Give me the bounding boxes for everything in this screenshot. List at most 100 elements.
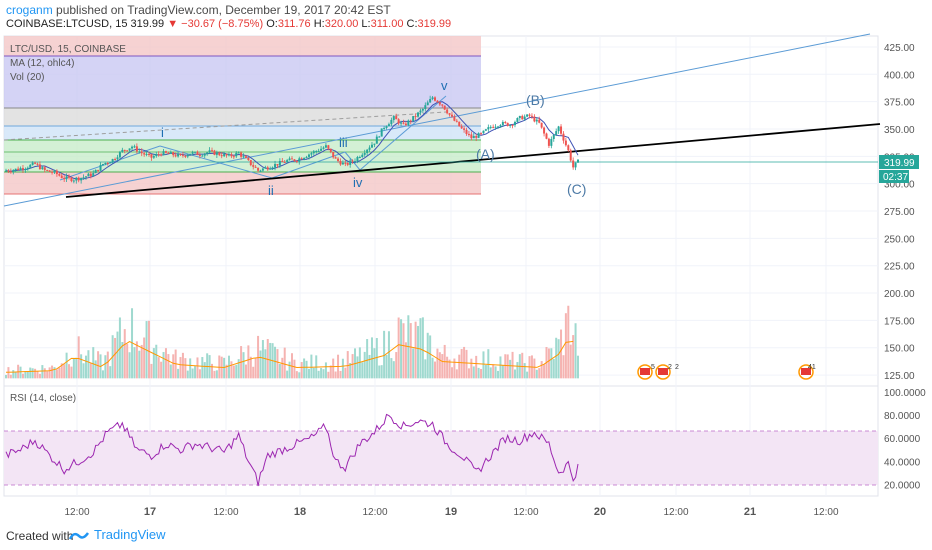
wave-label-b[interactable]: (B) [526,92,545,108]
volume-bar [523,363,526,379]
volume-bar [266,339,269,379]
candle-body [12,170,15,172]
event-icon-flag[interactable]: 5 [637,364,655,380]
candle-body [560,126,563,134]
candle-body [230,154,233,157]
candle-body [431,97,434,100]
candle-body [307,154,310,157]
candle-body [101,163,104,165]
volume-bar [385,354,388,379]
candle-body [395,116,398,120]
volume-bar [535,369,538,379]
candle-body [232,156,235,158]
author-link[interactable]: croganm [6,3,53,17]
rsi-band [4,431,878,485]
candle-body [220,155,223,157]
candle-body [283,162,286,164]
volume-bar [223,357,226,379]
wave-label-iii[interactable]: iii [339,135,348,150]
trendline-support[interactable] [65,123,881,198]
volume-bar [140,344,143,379]
channel-line[interactable] [3,33,871,207]
candle-body [404,123,407,126]
volume-bar [351,354,354,379]
volume-bar [215,370,218,379]
volume-bar [242,352,245,379]
candle-body [378,136,381,138]
candle-body [26,167,29,169]
volume-bar [458,354,461,379]
volume-bar [43,368,46,379]
volume-bar [162,352,165,379]
symbol-label[interactable]: COINBASE:LTCUSD, 15 [6,18,128,30]
candle-body [504,122,507,124]
open-label: O: [266,18,278,30]
candle-body [198,155,201,157]
price-tick-label: 425.00 [884,43,915,54]
volume-bar [36,371,39,379]
event-count: 41 [808,364,816,371]
footer-brand-link[interactable]: TradingView [94,527,166,542]
candle-body [465,129,468,134]
candle-body [421,109,424,111]
volume-bar [562,355,565,379]
volume-bar [104,355,107,379]
volume-bar [196,357,199,379]
publish-text: published on TradingView.com, December 1… [52,3,391,17]
legend-rsi[interactable]: RSI (14, close) [10,393,76,404]
candle-body [467,133,470,135]
wave-label-v[interactable]: v [441,78,448,93]
footer-created-text: Created with [6,529,74,543]
low-label: L: [361,18,371,30]
channel-dashed[interactable] [3,111,447,141]
wave-path[interactable] [359,95,447,171]
volume-bar [41,365,44,379]
volume-bar [436,348,439,379]
event-icon-flag[interactable]: 2 2 [655,364,679,380]
candle-body [276,164,279,166]
volume-bar [421,317,424,379]
wave-label-c[interactable]: (C) [567,181,586,197]
legend-symbol[interactable]: LTC/USD, 15, COINBASE [10,44,126,55]
volume-bar [101,370,104,379]
candle-body [506,122,509,126]
candle-body [281,160,284,163]
candle-body [174,155,177,157]
candle-body [557,126,560,132]
volume-bar [211,363,214,379]
candle-body [494,126,497,128]
volume-bar [383,330,386,379]
candle-body [58,174,61,176]
volume-bar [252,366,255,379]
volume-bar [557,339,560,379]
volume-bar [286,370,289,379]
volume-bar [181,352,184,379]
candle-body [317,150,320,152]
volume-bar [441,354,444,379]
price-tick-label: 225.00 [884,262,915,273]
candle-body [172,152,175,156]
volume-bar [48,367,51,379]
symbol-quote: COINBASE:LTCUSD, 15 319.99 ▼ −30.67 (−8.… [6,18,451,30]
candle-body [213,150,216,155]
candle-body [116,157,119,160]
wave-label-iv[interactable]: iv [353,175,363,190]
legend-vol[interactable]: Vol (20) [10,72,44,83]
price-chart[interactable]: i ii iii iv v (A) (B) (C) LTC/USD, 15, C… [0,0,932,522]
price-tick-label: 400.00 [884,70,915,81]
volume-bar [288,361,291,379]
volume-bar [89,363,92,379]
event-icon-flag[interactable]: 41 [798,364,816,380]
candle-body [225,153,228,156]
candle-body [43,167,46,171]
candle-body [186,154,189,157]
legend-ma[interactable]: MA (12, ohlc4) [10,58,74,69]
wave-label-i[interactable]: i [161,125,164,140]
candle-body [257,167,260,171]
candle-body [562,133,565,141]
volume-bar [339,370,342,379]
candle-body [286,160,289,163]
volume-bar [70,366,73,379]
wave-label-a[interactable]: (A) [476,146,495,162]
wave-label-ii[interactable]: ii [268,183,274,198]
